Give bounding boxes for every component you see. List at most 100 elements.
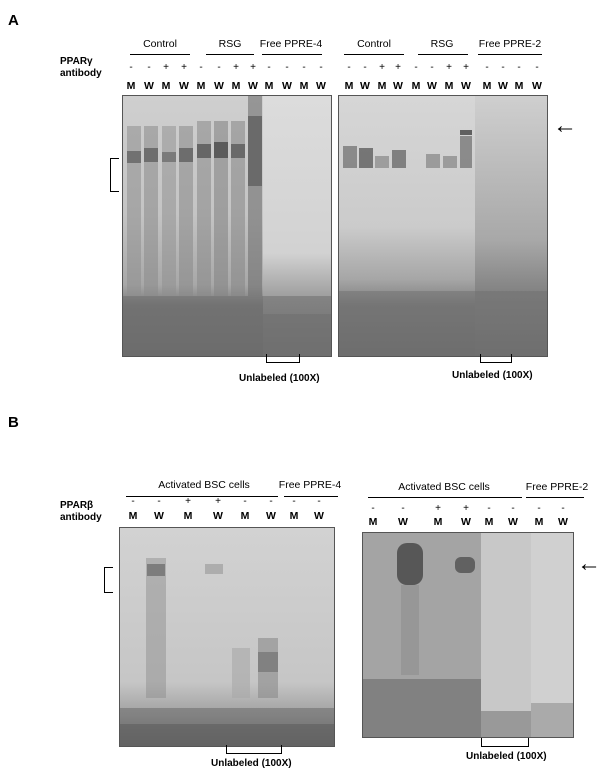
antibody-sign: - bbox=[302, 62, 306, 73]
group-label-free-ppre4: Free PPRE-4 bbox=[278, 479, 342, 491]
group-label-control: Control bbox=[357, 38, 391, 50]
lane-label: W bbox=[393, 80, 403, 92]
lane-label: W bbox=[179, 80, 189, 92]
antibody-sign: + bbox=[233, 62, 239, 73]
lane-label: W bbox=[508, 516, 518, 528]
antibody-sign: - bbox=[217, 62, 221, 73]
antibody-sign: + bbox=[463, 503, 469, 514]
lane-label: M bbox=[289, 510, 299, 522]
lane-label: M bbox=[368, 516, 378, 528]
antibody-sign: + bbox=[446, 62, 452, 73]
lane-label: M bbox=[484, 516, 494, 528]
antibody-sign: - bbox=[292, 496, 296, 507]
antibody-sign: - bbox=[269, 496, 273, 507]
lane-label: W bbox=[154, 510, 164, 522]
lane-label: W bbox=[314, 510, 324, 522]
antibody-label: PPARγ antibody bbox=[60, 56, 102, 80]
arrow-left-icon: ← bbox=[577, 550, 601, 577]
antibody-sign: - bbox=[561, 503, 565, 514]
lane-label: M bbox=[183, 510, 193, 522]
unlabeled-label: Unlabeled (100X) bbox=[466, 751, 547, 762]
group-rule bbox=[126, 496, 278, 497]
lane-label: M bbox=[482, 80, 492, 92]
lane-label: W bbox=[461, 516, 471, 528]
group-rule bbox=[262, 54, 322, 55]
antibody-sign: + bbox=[215, 496, 221, 507]
group-rule bbox=[368, 497, 522, 498]
antibody-sign: - bbox=[199, 62, 203, 73]
antibody-sign: - bbox=[517, 62, 521, 73]
lane-label: W bbox=[427, 80, 437, 92]
antibody-sign: - bbox=[147, 62, 151, 73]
antibody-sign: + bbox=[463, 62, 469, 73]
lane-label: M bbox=[514, 80, 524, 92]
antibody-sign: - bbox=[319, 62, 323, 73]
gel-image-b-right bbox=[362, 532, 574, 738]
lane-label: M bbox=[161, 80, 171, 92]
antibody-sign: - bbox=[363, 62, 367, 73]
antibody-label-line1: PPARγ bbox=[60, 56, 93, 67]
group-rule bbox=[418, 54, 468, 55]
antibody-sign: - bbox=[371, 503, 375, 514]
panel-a-label: A bbox=[8, 12, 19, 29]
unlabeled-label: Unlabeled (100X) bbox=[452, 370, 533, 381]
lane-label: W bbox=[248, 80, 258, 92]
group-rule bbox=[344, 54, 404, 55]
antibody-sign: - bbox=[430, 62, 434, 73]
antibody-sign: + bbox=[435, 503, 441, 514]
antibody-sign: - bbox=[535, 62, 539, 73]
lane-label: M bbox=[444, 80, 454, 92]
group-rule bbox=[478, 54, 542, 55]
unlabeled-bracket bbox=[480, 354, 512, 363]
antibody-label: PPARβ antibody bbox=[60, 500, 102, 524]
group-label-control: Control bbox=[143, 38, 177, 50]
antibody-sign: - bbox=[487, 503, 491, 514]
lane-label: W bbox=[213, 510, 223, 522]
lane-label: W bbox=[144, 80, 154, 92]
antibody-sign: - bbox=[501, 62, 505, 73]
unlabeled-bracket bbox=[266, 354, 300, 363]
antibody-sign: - bbox=[157, 496, 161, 507]
lane-label: W bbox=[532, 80, 542, 92]
antibody-sign: + bbox=[379, 62, 385, 73]
group-label-rsg: RSG bbox=[218, 38, 242, 50]
lane-label: W bbox=[461, 80, 471, 92]
lane-label: M bbox=[433, 516, 443, 528]
antibody-sign: - bbox=[537, 503, 541, 514]
antibody-sign: - bbox=[243, 496, 247, 507]
lane-label: W bbox=[282, 80, 292, 92]
antibody-sign: + bbox=[250, 62, 256, 73]
lane-label: M bbox=[264, 80, 274, 92]
gel-image-a-right bbox=[338, 95, 548, 357]
group-rule bbox=[526, 497, 584, 498]
lane-label: W bbox=[398, 516, 408, 528]
lane-label: M bbox=[240, 510, 250, 522]
unlabeled-label: Unlabeled (100X) bbox=[211, 758, 292, 769]
group-label-free-ppre4: Free PPRE-4 bbox=[259, 38, 323, 50]
lane-label: M bbox=[534, 516, 544, 528]
antibody-sign: - bbox=[285, 62, 289, 73]
panel-b-label: B bbox=[8, 414, 19, 431]
group-rule bbox=[130, 54, 190, 55]
lane-label: W bbox=[360, 80, 370, 92]
group-rule bbox=[284, 496, 338, 497]
gel-image-b-left bbox=[119, 527, 335, 747]
gel-image-a-left bbox=[122, 95, 332, 357]
antibody-sign: + bbox=[163, 62, 169, 73]
antibody-sign: - bbox=[511, 503, 515, 514]
complex-bracket bbox=[104, 567, 113, 593]
lane-label: W bbox=[498, 80, 508, 92]
lane-label: M bbox=[299, 80, 309, 92]
lane-label: M bbox=[231, 80, 241, 92]
lane-label: M bbox=[128, 510, 138, 522]
antibody-sign: - bbox=[131, 496, 135, 507]
antibody-sign: - bbox=[414, 62, 418, 73]
group-label-activated-bsc: Activated BSC cells bbox=[398, 481, 490, 493]
unlabeled-bracket bbox=[226, 745, 282, 754]
lane-label: M bbox=[344, 80, 354, 92]
lane-label: W bbox=[316, 80, 326, 92]
antibody-sign: - bbox=[317, 496, 321, 507]
group-label-free-ppre2: Free PPRE-2 bbox=[478, 38, 542, 50]
antibody-sign: + bbox=[185, 496, 191, 507]
unlabeled-label: Unlabeled (100X) bbox=[239, 373, 320, 384]
